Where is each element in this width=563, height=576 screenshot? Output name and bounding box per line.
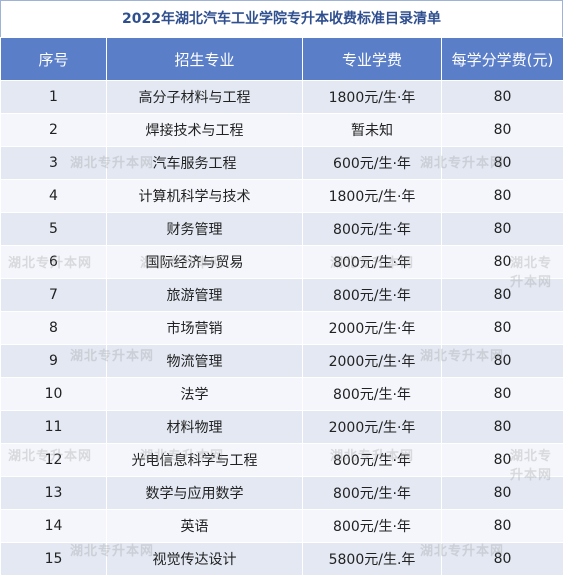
fee-table: 序号 招生专业 专业学费 每学分学费(元) 1 高分子材料与工程 1800元/生·年… (0, 37, 563, 576)
row-number: 11 (0, 410, 107, 444)
table-row: 4 计算机科学与技术 1800元/生·年 80 (0, 179, 563, 213)
row-major: 材料物理 (106, 410, 303, 444)
row-credit-fee: 80 (441, 278, 563, 312)
row-tuition: 800元/生·年 (302, 509, 442, 543)
row-tuition: 600元/生·年 (302, 146, 442, 180)
row-major: 市场营销 (106, 311, 303, 345)
header-number: 序号 (0, 37, 107, 81)
table-row: 8 市场营销 2000元/生·年 80 (0, 311, 563, 345)
row-credit-fee: 80 (441, 443, 563, 477)
row-credit-fee: 80 (441, 212, 563, 246)
row-number: 6 (0, 245, 107, 279)
row-credit-fee: 80 (441, 311, 563, 345)
table-row: 9 物流管理 2000元/生·年 80 (0, 344, 563, 378)
row-number: 15 (0, 542, 107, 576)
row-number: 4 (0, 179, 107, 213)
row-major: 计算机科学与技术 (106, 179, 303, 213)
table-row: 10 法学 800元/生·年 80 (0, 377, 563, 411)
row-tuition: 2000元/生·年 (302, 311, 442, 345)
row-major: 焊接技术与工程 (106, 113, 303, 147)
row-major: 光电信息科学与工程 (106, 443, 303, 477)
table-row: 3 汽车服务工程 600元/生·年 80 (0, 146, 563, 180)
row-credit-fee: 80 (441, 410, 563, 444)
table-row: 11 材料物理 2000元/生·年 80 (0, 410, 563, 444)
row-number: 3 (0, 146, 107, 180)
table-header-row: 序号 招生专业 专业学费 每学分学费(元) (0, 37, 563, 81)
row-major: 高分子材料与工程 (106, 80, 303, 114)
row-tuition: 800元/生·年 (302, 212, 442, 246)
row-number: 12 (0, 443, 107, 477)
row-tuition: 800元/生·年 (302, 476, 442, 510)
row-credit-fee: 80 (441, 113, 563, 147)
table-row: 15 视觉传达设计 5800元/生.年 80 (0, 542, 563, 576)
row-tuition: 1800元/生·年 (302, 80, 442, 114)
row-number: 2 (0, 113, 107, 147)
row-tuition: 800元/生·年 (302, 245, 442, 279)
row-number: 10 (0, 377, 107, 411)
page-title: 2022年湖北汽车工业学院专升本收费标准目录清单 (0, 0, 563, 37)
table-row: 7 旅游管理 800元/生·年 80 (0, 278, 563, 312)
row-number: 7 (0, 278, 107, 312)
row-tuition: 1800元/生·年 (302, 179, 442, 213)
row-tuition: 800元/生·年 (302, 443, 442, 477)
row-credit-fee: 80 (441, 80, 563, 114)
row-credit-fee: 80 (441, 245, 563, 279)
row-credit-fee: 80 (441, 344, 563, 378)
row-number: 9 (0, 344, 107, 378)
row-tuition: 2000元/生·年 (302, 410, 442, 444)
table-row: 2 焊接技术与工程 暂未知 80 (0, 113, 563, 147)
table-body: 1 高分子材料与工程 1800元/生·年 80 2 焊接技术与工程 暂未知 80 3 汽车服务工程… (0, 80, 563, 576)
row-credit-fee: 80 (441, 377, 563, 411)
header-credit-fee: 每学分学费(元) (441, 37, 563, 81)
header-major: 招生专业 (106, 37, 303, 81)
row-tuition: 800元/生·年 (302, 377, 442, 411)
row-number: 8 (0, 311, 107, 345)
row-number: 13 (0, 476, 107, 510)
table-row: 14 英语 800元/生·年 80 (0, 509, 563, 543)
row-major: 财务管理 (106, 212, 303, 246)
row-number: 5 (0, 212, 107, 246)
row-tuition: 2000元/生·年 (302, 344, 442, 378)
table-row: 12 光电信息科学与工程 800元/生·年 80 (0, 443, 563, 477)
row-major: 法学 (106, 377, 303, 411)
row-major: 旅游管理 (106, 278, 303, 312)
row-number: 14 (0, 509, 107, 543)
row-tuition: 800元/生·年 (302, 278, 442, 312)
row-credit-fee: 80 (441, 542, 563, 576)
row-number: 1 (0, 80, 107, 114)
row-major: 物流管理 (106, 344, 303, 378)
row-major: 国际经济与贸易 (106, 245, 303, 279)
table-row: 6 国际经济与贸易 800元/生·年 80 (0, 245, 563, 279)
table-row: 13 数学与应用数学 800元/生·年 80 (0, 476, 563, 510)
header-tuition: 专业学费 (302, 37, 442, 81)
row-major: 数学与应用数学 (106, 476, 303, 510)
table-row: 1 高分子材料与工程 1800元/生·年 80 (0, 80, 563, 114)
row-major: 视觉传达设计 (106, 542, 303, 576)
row-credit-fee: 80 (441, 179, 563, 213)
row-tuition: 暂未知 (302, 113, 442, 147)
row-tuition: 5800元/生.年 (302, 542, 442, 576)
row-major: 汽车服务工程 (106, 146, 303, 180)
table-row: 5 财务管理 800元/生·年 80 (0, 212, 563, 246)
row-credit-fee: 80 (441, 476, 563, 510)
row-credit-fee: 80 (441, 509, 563, 543)
row-major: 英语 (106, 509, 303, 543)
row-credit-fee: 80 (441, 146, 563, 180)
